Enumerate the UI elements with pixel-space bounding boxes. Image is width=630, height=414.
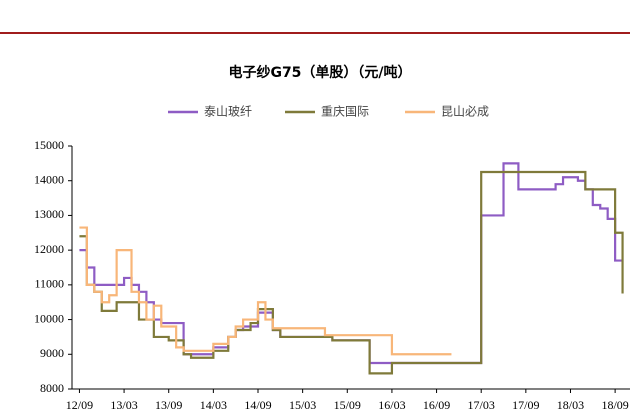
x-tick-label: 16/03	[378, 398, 405, 412]
x-tick-label: 14/03	[200, 398, 227, 412]
series-line	[79, 162, 623, 365]
y-tick-label: 14000	[34, 172, 64, 186]
series-line	[79, 226, 452, 356]
series-line	[79, 170, 624, 375]
x-tick-label: 13/03	[110, 398, 137, 412]
x-tick-label: 15/09	[334, 398, 361, 412]
y-tick-label: 12000	[34, 242, 64, 256]
x-tick-label: 18/09	[601, 398, 628, 412]
y-tick-label: 11000	[34, 277, 64, 291]
x-tick-label: 13/09	[155, 398, 182, 412]
legend-label: 昆山必成	[441, 105, 489, 119]
x-tick-label: 12/09	[66, 398, 93, 412]
x-tick-label: 18/03	[557, 398, 584, 412]
chart-title: 电子纱G75（单股）（元/吨）	[228, 64, 411, 81]
y-tick-label: 8000	[40, 381, 64, 395]
y-tick-label: 15000	[34, 138, 64, 152]
x-tick-label: 14/09	[244, 398, 271, 412]
x-tick-label: 16/09	[423, 398, 450, 412]
y-tick-label: 10000	[34, 311, 64, 325]
legend-label: 泰山玻纤	[204, 105, 252, 119]
y-tick-label: 9000	[40, 346, 64, 360]
x-tick-label: 15/03	[289, 398, 316, 412]
y-tick-label: 13000	[34, 207, 64, 221]
legend-label: 重庆国际	[321, 105, 369, 119]
x-tick-label: 17/03	[468, 398, 495, 412]
x-tick-label: 17/09	[512, 398, 539, 412]
